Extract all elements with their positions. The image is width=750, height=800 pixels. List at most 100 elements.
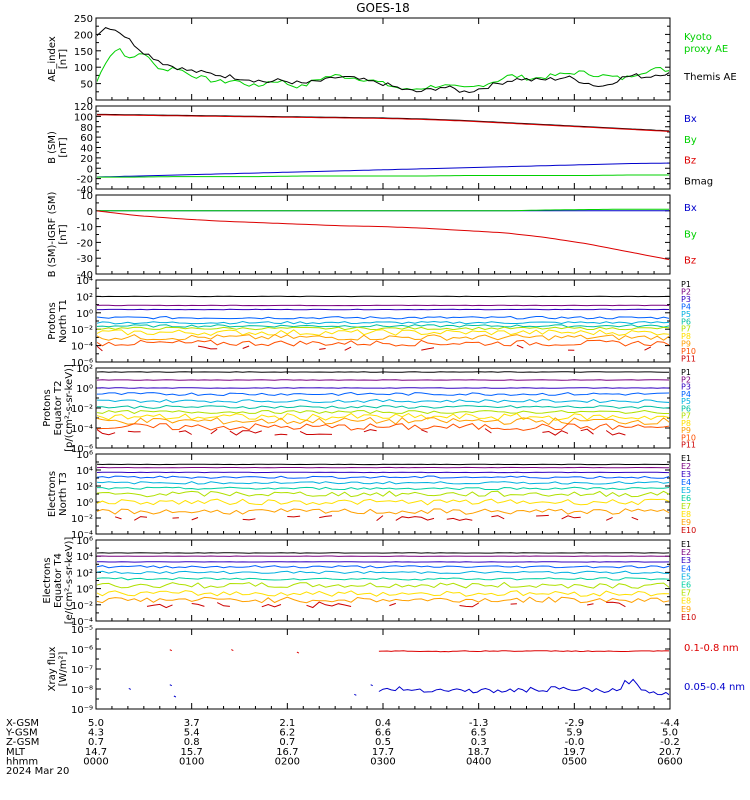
y-tick-label: -30 <box>77 254 93 265</box>
ephemeris-value: 17.7 <box>372 747 394 758</box>
y-tick-label: 120 <box>74 102 93 113</box>
series-0.1-0.8 nm <box>169 649 669 654</box>
legend-label: P1 <box>681 368 691 377</box>
y-tick-label: 20 <box>80 154 93 165</box>
ephemeris-value: 14.7 <box>85 747 107 758</box>
panel-bigrf: 10 0 -10 -20 -30 -40 B (SM)-IGRF (SM) [nT] Bx By B… <box>47 191 697 281</box>
legend-label: P4 <box>681 390 691 399</box>
panel-data <box>97 27 669 94</box>
legend-label: E2 <box>681 462 691 471</box>
panel-data <box>97 552 669 608</box>
y-tick-label: 10⁻⁴ <box>71 617 93 628</box>
y-tick-label: 10 <box>80 191 93 202</box>
series-by <box>97 174 669 178</box>
ephemeris-value: 0.3 <box>471 737 487 748</box>
y-axis-label: Electrons <box>47 471 58 517</box>
channel-p7 <box>97 409 669 415</box>
y-tick-label: -10 <box>77 223 93 234</box>
channel-p6 <box>97 324 669 328</box>
legend-label: E5 <box>681 486 691 495</box>
channel-p5 <box>97 320 669 325</box>
channel-p8 <box>97 329 669 336</box>
ephemeris-value: 6.6 <box>375 728 391 739</box>
y-tick-label: 10⁻² <box>71 514 93 525</box>
legend-label: P8 <box>681 419 691 428</box>
legend-label: E7 <box>681 589 691 598</box>
panel-pt2: 10² 10⁰ 10⁻² 10⁻⁴ 10⁻⁶ Protons Equator T2 [p/(c… <box>42 364 696 455</box>
panel-frame <box>95 194 671 275</box>
legend-label: E8 <box>681 597 691 606</box>
legend-label: E3 <box>681 556 691 565</box>
ephemeris-value: 0100 <box>179 756 204 767</box>
channel-p10 <box>97 423 669 431</box>
panel-frame <box>95 453 671 535</box>
ephemeris-row-label: Z-GSM <box>6 737 39 748</box>
panel-data <box>128 649 669 698</box>
ephemeris-value: 0600 <box>657 756 682 767</box>
legend-label: E2 <box>681 548 691 557</box>
legend-label: P11 <box>681 355 696 364</box>
y-tick-label: 10⁻⁶ <box>71 645 93 656</box>
legend-label: P10 <box>681 433 696 442</box>
y-axis-label: North T1 <box>58 299 69 343</box>
y-tick-label: 50 <box>80 80 93 91</box>
ephemeris-value: 5.0 <box>88 718 104 729</box>
series-kyoto-proxy-ae <box>97 47 669 91</box>
y-tick-label: 10⁴ <box>76 276 93 287</box>
legend-label: P5 <box>681 397 691 406</box>
y-axis-label: Protons <box>42 389 53 426</box>
channel-p10 <box>97 339 669 347</box>
y-tick-label: 10⁻² <box>71 404 93 415</box>
channel-p11 <box>96 429 670 436</box>
legend-label: P2 <box>681 287 691 296</box>
ephemeris-value: 0.8 <box>184 737 200 748</box>
y-axis-label: Equator T4 <box>53 553 64 608</box>
channel-e6 <box>97 577 669 581</box>
panel-data <box>97 463 669 520</box>
y-tick-label: 100 <box>74 63 93 74</box>
ephemeris-value: -4.4 <box>660 718 680 729</box>
ephemeris-row-label: hhmm <box>6 756 38 767</box>
channel-p4 <box>97 391 669 397</box>
y-tick-label: 10⁻⁴ <box>71 424 93 435</box>
legend-label: By <box>684 135 697 146</box>
ephemeris-value: 0000 <box>83 756 108 767</box>
y-axis-label: North T3 <box>58 472 69 516</box>
y-tick-label: 10⁻⁸ <box>71 685 93 696</box>
y-axis-label: [nT] <box>58 224 69 244</box>
legend-label: E1 <box>681 540 691 549</box>
ephemeris-value: 0200 <box>275 756 300 767</box>
y-tick-label: 250 <box>74 14 93 25</box>
legend-label: Bx <box>684 203 697 214</box>
channel-e4 <box>97 475 669 479</box>
panel-frame <box>95 539 671 622</box>
plot-title: GOES-18 <box>356 1 410 15</box>
y-axis-label: [nT] <box>58 137 69 157</box>
y-tick-label: 40 <box>80 144 93 155</box>
y-axis-label: Electrons <box>42 557 53 603</box>
channel-e4 <box>97 565 669 569</box>
y-tick-label: 200 <box>74 30 93 41</box>
ephemeris-value: 5.0 <box>662 728 678 739</box>
legend-label: 0.05-0.4 nm <box>684 682 745 693</box>
y-axis-label: B (SM) <box>47 131 58 164</box>
channel-p6 <box>97 404 669 410</box>
channel-p4 <box>97 315 669 320</box>
legend-label: P9 <box>681 340 691 349</box>
y-tick-label: 10⁻⁶ <box>71 444 93 455</box>
series-themis-ae <box>97 27 669 94</box>
series-bz <box>97 114 669 132</box>
y-tick-label: 10² <box>76 292 93 303</box>
ephemeris-value: 5.9 <box>566 728 582 739</box>
y-tick-label: 10⁻⁴ <box>71 342 93 353</box>
legend-label: P1 <box>681 280 691 289</box>
y-tick-label: 10² <box>76 568 93 579</box>
legend-label: 0.1-0.8 nm <box>684 643 739 654</box>
y-tick-label: 10⁻² <box>71 601 93 612</box>
ephemeris-row-label: MLT <box>6 747 26 758</box>
legend-label: E1 <box>681 454 691 463</box>
legend-label: E4 <box>681 478 691 487</box>
ephemeris-value: 0300 <box>370 756 395 767</box>
channel-e5 <box>97 481 669 485</box>
